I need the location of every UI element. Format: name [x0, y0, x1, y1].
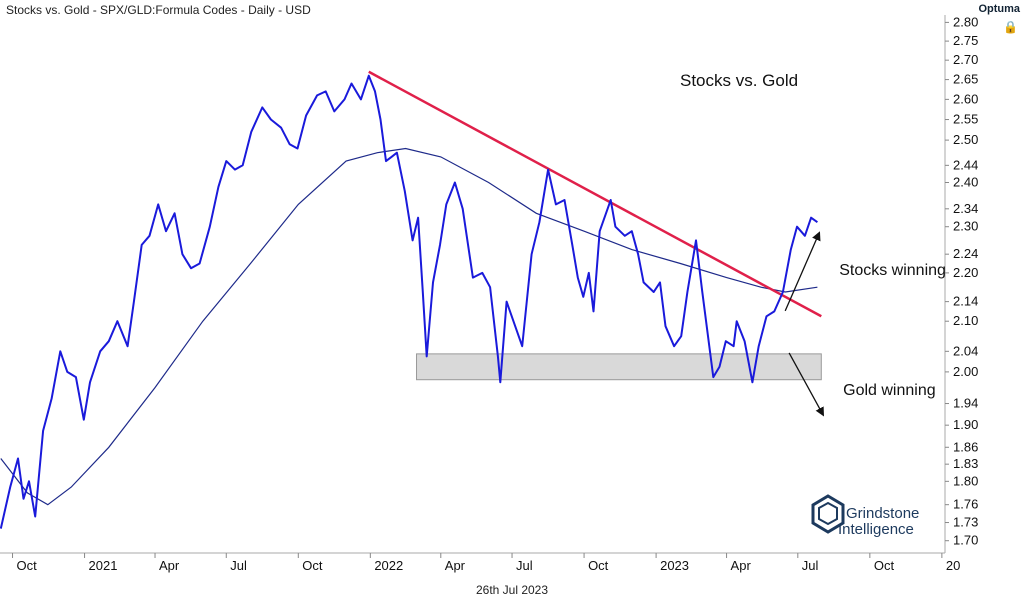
x-tick-label: Oct [588, 558, 609, 573]
lock-icon[interactable]: 🔒 [1003, 20, 1018, 34]
y-tick-label: 2.40 [953, 175, 978, 190]
y-tick-label: 2.75 [953, 33, 978, 48]
x-tick-label: Oct [874, 558, 895, 573]
y-tick-label: 1.73 [953, 515, 978, 530]
arrow-up [784, 231, 821, 312]
grindstone-logo: Grindstone Intelligence [811, 494, 919, 538]
y-tick-label: 1.86 [953, 439, 978, 454]
y-tick-label: 2.20 [953, 265, 978, 280]
y-tick-label: 2.55 [953, 112, 978, 127]
logo-line-1: Grindstone [846, 505, 919, 522]
x-tick-label: Apr [159, 558, 180, 573]
x-tick-label: Oct [17, 558, 38, 573]
x-tick-label: 20 [946, 558, 960, 573]
x-tick-label: 2022 [374, 558, 403, 573]
annotation-gold-winning: Gold winning [843, 382, 936, 399]
y-tick-label: 2.50 [953, 132, 978, 147]
chart-title: Stocks vs. Gold [680, 71, 798, 90]
y-tick-label: 2.30 [953, 219, 978, 234]
arrow-down [788, 352, 825, 417]
y-tick-label: 2.80 [953, 14, 978, 29]
y-tick-label: 2.00 [953, 364, 978, 379]
chart-header-title: Stocks vs. Gold - SPX/GLD:Formula Codes … [6, 3, 311, 17]
x-tick-label: Apr [445, 558, 466, 573]
y-tick-label: 1.83 [953, 456, 978, 471]
y-tick-label: 2.14 [953, 294, 978, 309]
x-tick-label: Oct [302, 558, 323, 573]
y-tick-label: 2.60 [953, 91, 978, 106]
x-tick-label: Apr [731, 558, 752, 573]
x-tick-label: 2021 [89, 558, 118, 573]
x-tick-label: 2023 [660, 558, 689, 573]
y-tick-label: 2.04 [953, 343, 978, 358]
y-tick-label: 2.24 [953, 246, 978, 261]
trendline [368, 70, 822, 318]
grindstone-logo-icon [811, 494, 845, 534]
x-tick-label: Jul [230, 558, 247, 573]
footer-date: 26th Jul 2023 [475, 583, 549, 597]
x-tick-label: Jul [516, 558, 533, 573]
y-tick-label: 2.10 [953, 313, 978, 328]
y-tick-label: 2.65 [953, 72, 978, 87]
x-tick-label: Jul [802, 558, 819, 573]
y-tick-label: 2.34 [953, 201, 978, 216]
optuma-logo: Optuma [978, 3, 1020, 15]
y-tick-label: 1.70 [953, 533, 978, 548]
logo-line-2: Intelligence [838, 521, 914, 538]
y-tick-label: 1.76 [953, 497, 978, 512]
y-tick-label: 2.44 [953, 157, 978, 172]
y-tick-label: 1.80 [953, 473, 978, 488]
y-tick-label: 1.90 [953, 417, 978, 432]
moving-average-line [0, 147, 818, 506]
y-tick-label: 1.94 [953, 396, 978, 411]
support-zone [416, 353, 822, 381]
annotation-stocks-winning: Stocks winning [839, 262, 946, 279]
y-tick-label: 2.70 [953, 52, 978, 67]
spx-gld-line [0, 74, 818, 529]
